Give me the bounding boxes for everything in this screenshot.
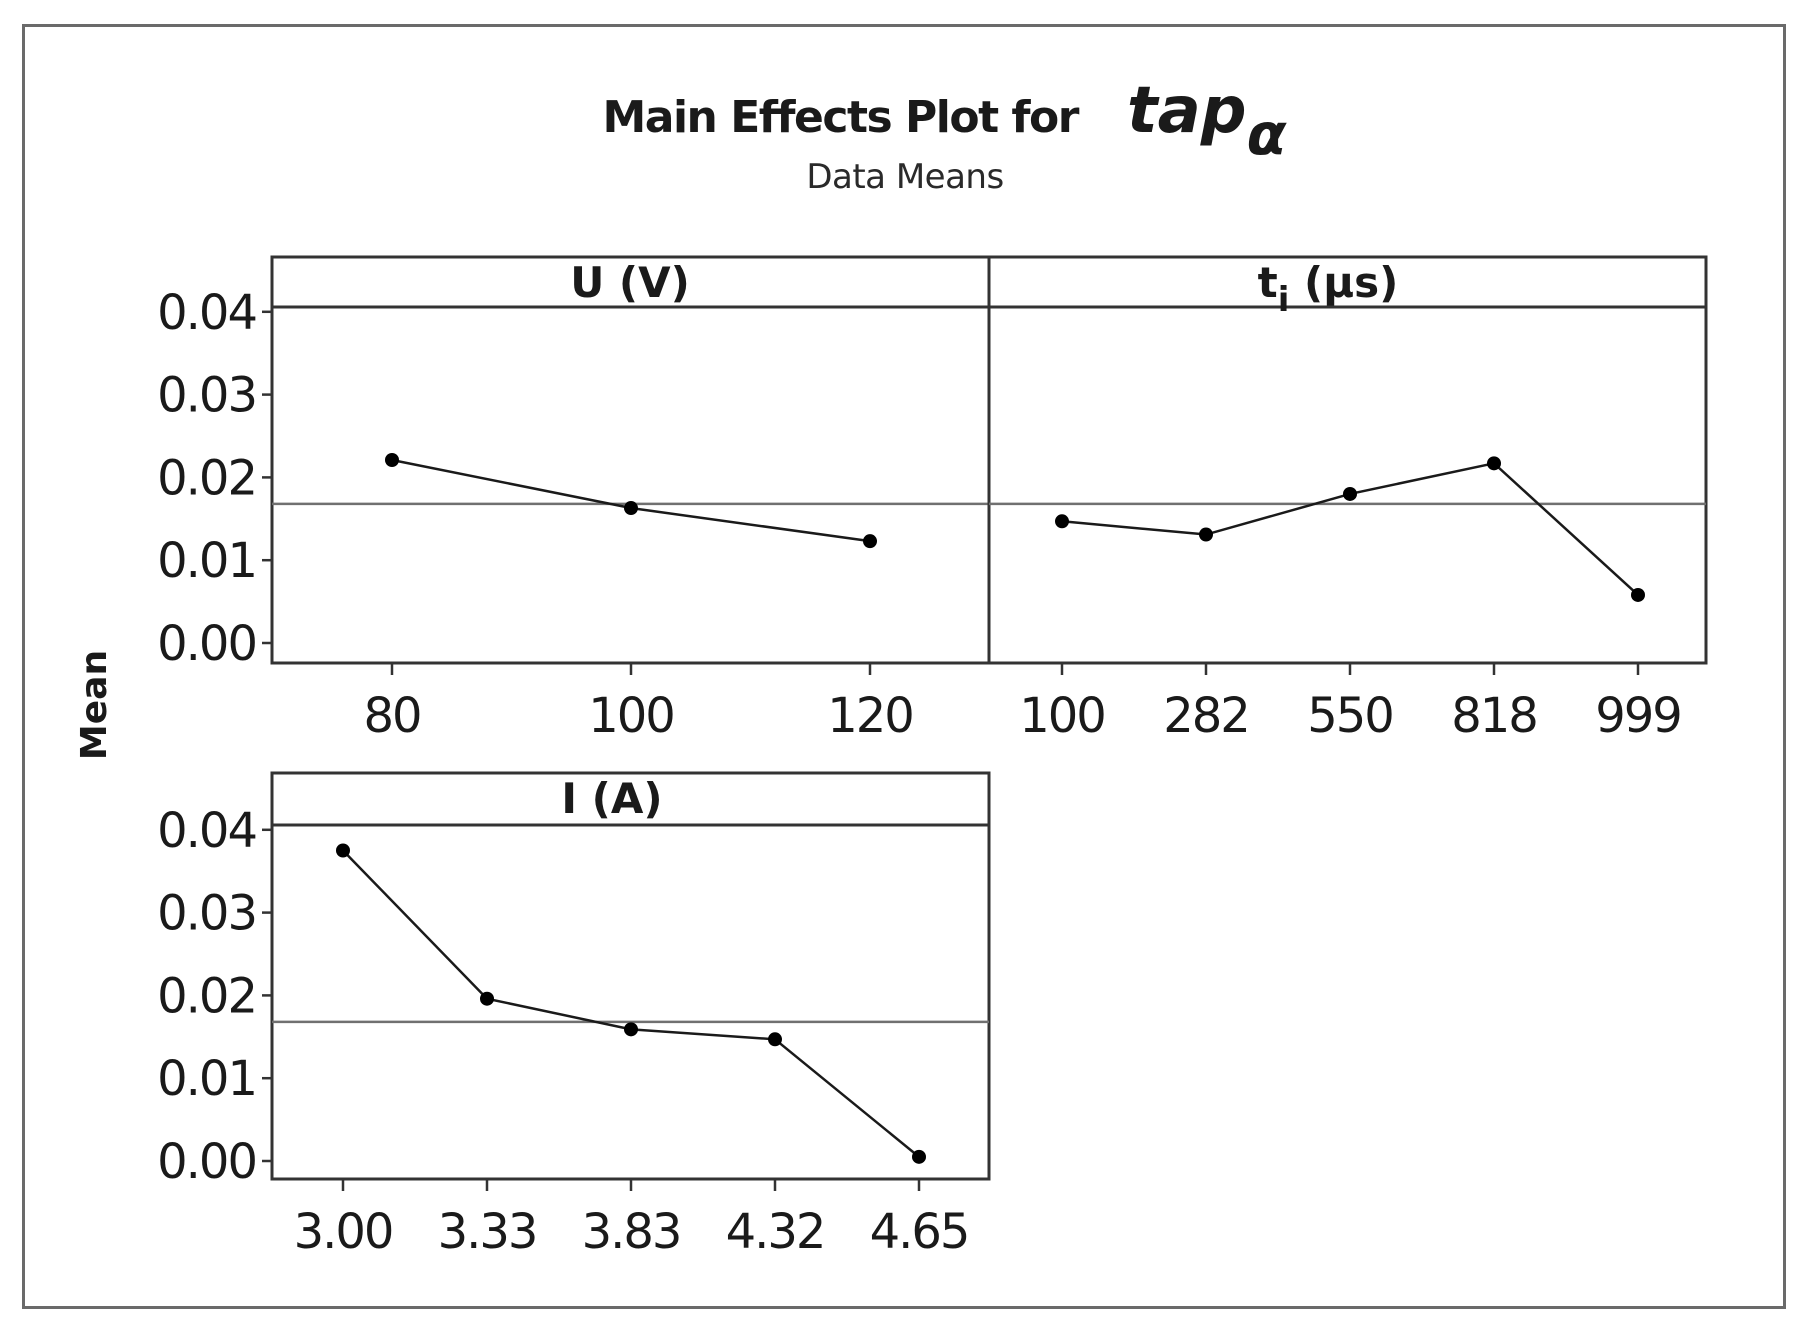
y-tick-label: 0.02 bbox=[157, 968, 256, 1024]
x-tick-label: 4.32 bbox=[726, 1204, 825, 1260]
chart-title: Main Effects Plot for bbox=[603, 92, 1080, 143]
y-tick-label: 0.01 bbox=[157, 1051, 256, 1107]
x-tick-label: 120 bbox=[827, 688, 913, 744]
data-point bbox=[768, 1032, 782, 1047]
series-line bbox=[391, 458, 871, 543]
panel-frame bbox=[270, 771, 991, 1181]
panel-header-main: U (V) bbox=[570, 258, 690, 307]
x-tick-label: 550 bbox=[1307, 688, 1393, 744]
y-tick-label: 0.00 bbox=[157, 1134, 256, 1190]
y-tick-label: 0.04 bbox=[157, 285, 256, 341]
figure-frame bbox=[22, 24, 1786, 1309]
y-tick-label: 0.00 bbox=[157, 616, 256, 672]
x-tick-label: 3.00 bbox=[294, 1204, 393, 1260]
data-point bbox=[385, 453, 399, 468]
data-point bbox=[1055, 514, 1069, 529]
x-tick-label: 3.83 bbox=[582, 1204, 681, 1260]
x-tick-label: 100 bbox=[588, 688, 674, 744]
title-symbol-subscript: α bbox=[1247, 100, 1288, 168]
panel-u-voltage: U (V) 0.00 0.01 0.02 0.03 0.04 80 100 120 bbox=[157, 255, 991, 744]
x-tick-label: 4.65 bbox=[870, 1204, 969, 1260]
x-tick-label: 818 bbox=[1451, 688, 1537, 744]
x-tick-label: 3.33 bbox=[438, 1204, 537, 1260]
y-tick-label: 0.03 bbox=[157, 886, 256, 942]
series-line bbox=[1061, 461, 1639, 596]
data-point bbox=[1343, 486, 1357, 501]
data-point bbox=[863, 534, 877, 549]
panel-i-current: I (A) 0.00 0.01 0.02 0.03 0.04 3.00 3.33 3.83 4.3… bbox=[157, 771, 991, 1260]
chart-title-symbol: tapα bbox=[1127, 74, 1288, 168]
series-line bbox=[342, 849, 920, 1158]
data-point bbox=[624, 1022, 638, 1037]
data-point bbox=[912, 1149, 926, 1164]
panel-header-label: I (A) bbox=[561, 774, 662, 823]
panel-header-subscript: i bbox=[1278, 280, 1290, 320]
panel-header-label: U (V) bbox=[570, 258, 690, 307]
data-point bbox=[1631, 587, 1645, 602]
y-axis-label: Mean bbox=[74, 650, 115, 760]
y-tick-label: 0.01 bbox=[157, 533, 256, 589]
data-point bbox=[336, 843, 350, 858]
data-point bbox=[1487, 456, 1501, 471]
y-tick-label: 0.04 bbox=[157, 803, 256, 859]
x-tick-label: 100 bbox=[1019, 688, 1105, 744]
title-symbol-text: tap bbox=[1127, 74, 1247, 148]
panel-header-main: t bbox=[1258, 258, 1278, 307]
chart-subtitle: Data Means bbox=[806, 157, 1003, 197]
data-point bbox=[624, 501, 638, 516]
panel-header-unit: (µs) bbox=[1289, 258, 1398, 307]
y-tick-label: 0.02 bbox=[157, 450, 256, 506]
panel-header-main: I (A) bbox=[561, 774, 662, 823]
data-point bbox=[1199, 527, 1213, 542]
x-tick-label: 999 bbox=[1595, 688, 1681, 744]
panel-frame bbox=[987, 255, 1708, 665]
x-tick-label: 282 bbox=[1163, 688, 1249, 744]
panel-frame bbox=[270, 255, 991, 665]
panel-header-label: ti (µs) bbox=[1258, 258, 1399, 320]
y-tick-label: 0.03 bbox=[157, 368, 256, 424]
panel-ti-pulse-time: ti (µs) 100 282 550 818 999 bbox=[987, 255, 1708, 744]
data-point bbox=[480, 991, 494, 1006]
x-tick-label: 80 bbox=[363, 688, 420, 744]
